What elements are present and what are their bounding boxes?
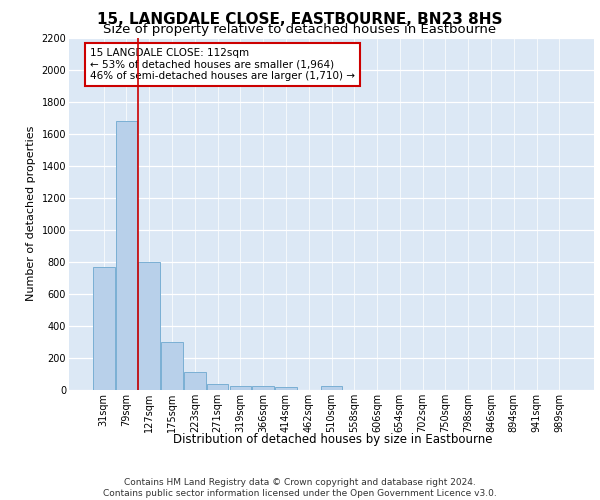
Bar xyxy=(116,121,137,390)
Text: 15 LANGDALE CLOSE: 112sqm
← 53% of detached houses are smaller (1,964)
46% of se: 15 LANGDALE CLOSE: 112sqm ← 53% of detac… xyxy=(90,48,355,82)
Bar xyxy=(93,266,115,390)
Bar xyxy=(275,387,297,390)
Text: 15, LANGDALE CLOSE, EASTBOURNE, BN23 8HS: 15, LANGDALE CLOSE, EASTBOURNE, BN23 8HS xyxy=(97,12,503,28)
Text: Size of property relative to detached houses in Eastbourne: Size of property relative to detached ho… xyxy=(103,22,497,36)
Bar xyxy=(230,386,251,390)
Bar xyxy=(161,342,183,390)
Y-axis label: Number of detached properties: Number of detached properties xyxy=(26,126,36,302)
Text: Contains HM Land Registry data © Crown copyright and database right 2024.
Contai: Contains HM Land Registry data © Crown c… xyxy=(103,478,497,498)
Bar xyxy=(139,262,160,390)
Text: Distribution of detached houses by size in Eastbourne: Distribution of detached houses by size … xyxy=(173,432,493,446)
Bar xyxy=(253,386,274,390)
Bar xyxy=(184,372,206,390)
Bar xyxy=(207,384,229,390)
Bar xyxy=(320,386,343,390)
